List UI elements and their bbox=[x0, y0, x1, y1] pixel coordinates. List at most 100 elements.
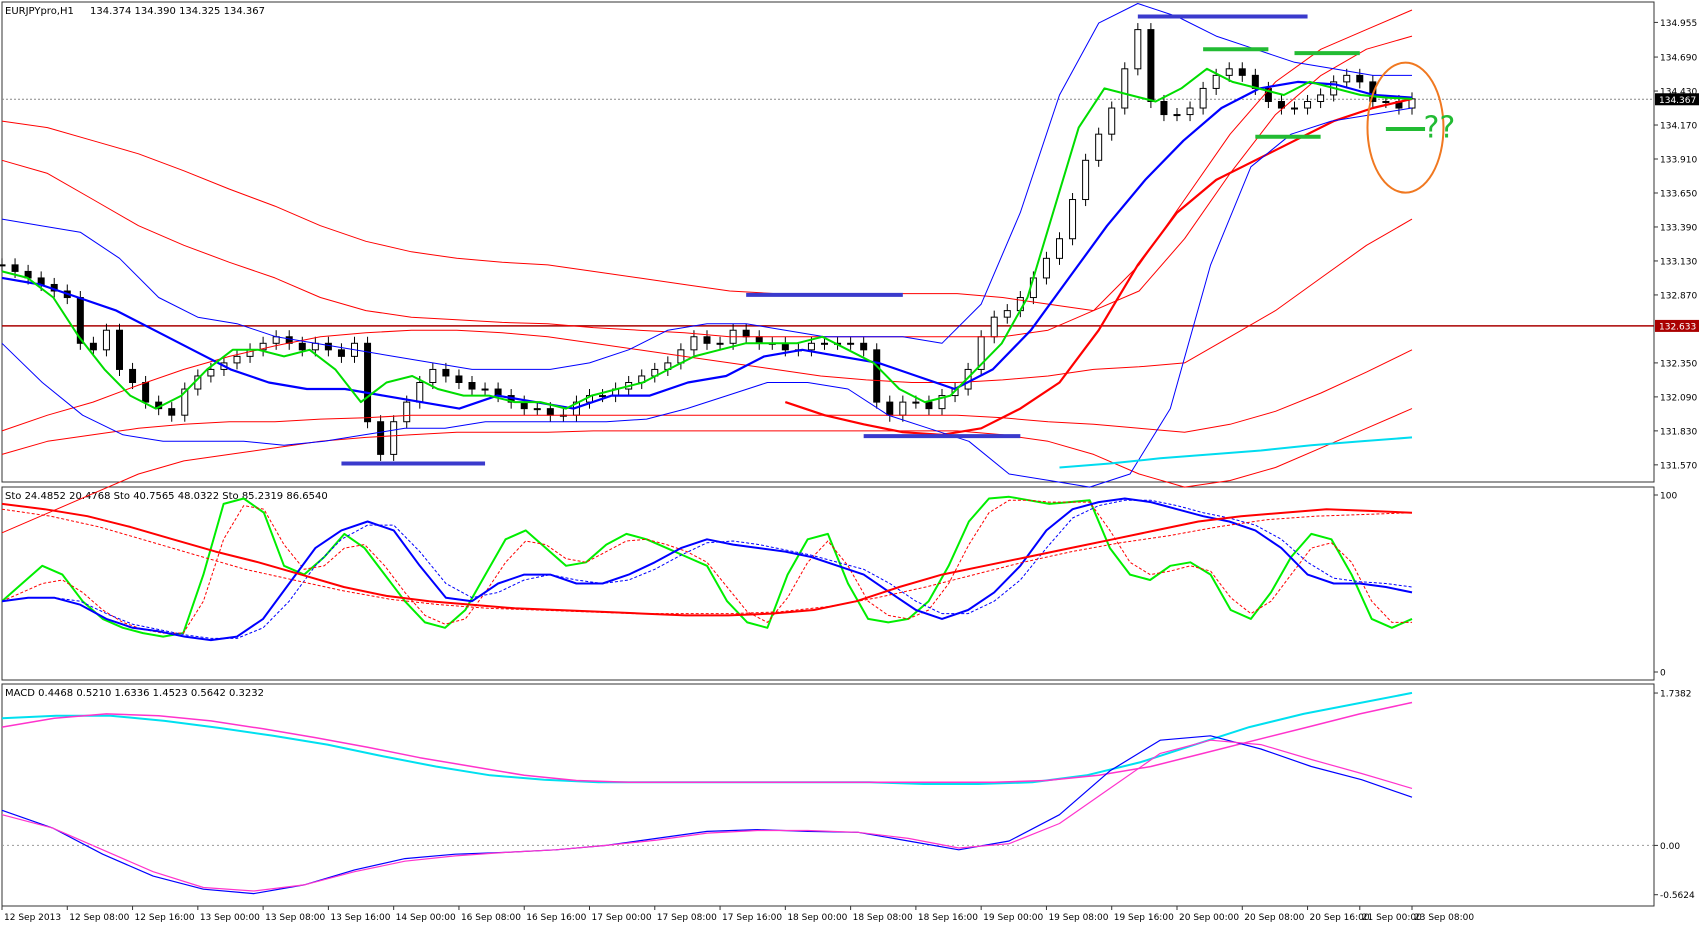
candle-body bbox=[1212, 74, 1220, 89]
x-tick-label: 20 Sep 00:00 bbox=[1179, 913, 1239, 923]
candle-body bbox=[912, 401, 920, 404]
candle-body bbox=[142, 382, 150, 403]
candle-body bbox=[1095, 133, 1103, 161]
series-line bbox=[1059, 436, 1413, 469]
series-line bbox=[1, 497, 1413, 642]
ohlc-readout: 134.374 134.390 134.325 134.367 bbox=[90, 6, 265, 17]
candle-body bbox=[1108, 107, 1116, 135]
y-tick-label: 134.170 bbox=[1660, 122, 1697, 132]
candle-body bbox=[1042, 257, 1050, 279]
series-line bbox=[1, 35, 1413, 312]
x-tick-label: 19 Sep 08:00 bbox=[1048, 913, 1108, 923]
candle-body bbox=[1343, 74, 1351, 83]
candle-body bbox=[860, 342, 868, 351]
price-panel: EURJPYpro,H1 134.374 134.390 134.325 134… bbox=[1, 1, 1655, 483]
candle-body bbox=[324, 342, 332, 351]
x-tick-label: 17 Sep 08:00 bbox=[657, 913, 717, 923]
y-tick-label: -0.5624 bbox=[1660, 891, 1695, 901]
current-price-label: 134.367 bbox=[1659, 96, 1696, 106]
candle-body bbox=[990, 316, 998, 338]
series-line bbox=[1, 67, 1413, 410]
candle-body bbox=[494, 388, 502, 397]
candle-body bbox=[1134, 29, 1142, 70]
candle-body bbox=[1082, 159, 1090, 201]
x-tick-label: 18 Sep 16:00 bbox=[918, 913, 978, 923]
candle-body bbox=[690, 336, 698, 351]
x-tick-label: 13 Sep 08:00 bbox=[265, 913, 325, 923]
series-line bbox=[1, 735, 1413, 895]
macd-panel-frame bbox=[1, 683, 1655, 907]
candle-body bbox=[742, 329, 750, 338]
candle-body bbox=[337, 349, 345, 357]
y-tick-label: 134.430 bbox=[1660, 88, 1697, 98]
current-price-tag bbox=[1655, 93, 1699, 106]
candle-body bbox=[1356, 74, 1364, 83]
series-line bbox=[1, 107, 1413, 488]
x-tick-label: 19 Sep 00:00 bbox=[983, 913, 1043, 923]
series-line bbox=[1, 502, 1413, 617]
series-line bbox=[1, 408, 1413, 534]
macd-panel: MACD 0.4468 0.5210 1.6336 1.4523 0.5642 … bbox=[1, 683, 1655, 907]
level-price-tag bbox=[1655, 319, 1699, 332]
candle-body bbox=[1173, 114, 1181, 117]
stochastic-panel-frame bbox=[1, 486, 1655, 681]
candle-body bbox=[364, 342, 372, 423]
candle-body bbox=[181, 388, 189, 416]
y-tick-label: 133.130 bbox=[1660, 257, 1697, 267]
y-tick-label: 132.350 bbox=[1660, 359, 1697, 369]
candle-body bbox=[1069, 199, 1077, 240]
series-line bbox=[1, 80, 1413, 410]
candle-body bbox=[468, 382, 476, 390]
y-tick-label: 132.090 bbox=[1660, 393, 1697, 403]
y-tick-label: 131.570 bbox=[1660, 461, 1697, 471]
series-line bbox=[1, 508, 1413, 615]
candle-body bbox=[1160, 100, 1168, 116]
stochastic-panel: Sto 24.4852 20.4768 Sto 40.7565 48.0322 … bbox=[1, 486, 1655, 681]
candle-body bbox=[599, 395, 607, 398]
series-line bbox=[1, 349, 1413, 455]
candle-body bbox=[403, 401, 411, 423]
candle-body bbox=[873, 349, 881, 403]
candle-body bbox=[938, 395, 946, 410]
candle-body bbox=[0, 264, 6, 267]
x-tick-label: 23 Sep 08:00 bbox=[1414, 913, 1474, 923]
candle-body bbox=[703, 336, 711, 344]
x-tick-label: 12 Sep 2013 bbox=[4, 913, 61, 923]
macd-panel-title: MACD 0.4468 0.5210 1.6336 1.4523 0.5642 … bbox=[5, 688, 264, 699]
candle-body bbox=[455, 375, 463, 384]
x-tick-label: 20 Sep 08:00 bbox=[1244, 913, 1304, 923]
series-line bbox=[1, 495, 1413, 638]
x-tick-label: 12 Sep 16:00 bbox=[135, 913, 195, 923]
candle-body bbox=[1147, 29, 1155, 102]
candle-body bbox=[1317, 94, 1325, 102]
candle-body bbox=[1121, 68, 1129, 109]
candle-body bbox=[1225, 68, 1233, 76]
candle-body bbox=[1382, 100, 1390, 103]
question-annotation: ?? bbox=[1423, 111, 1455, 146]
x-tick-label: 19 Sep 16:00 bbox=[1114, 913, 1174, 923]
x-tick-label: 12 Sep 08:00 bbox=[69, 913, 129, 923]
y-tick-label: 133.650 bbox=[1660, 189, 1697, 199]
x-tick-label: 17 Sep 00:00 bbox=[592, 913, 652, 923]
candle-body bbox=[1056, 238, 1063, 259]
y-tick-label: 0 bbox=[1660, 669, 1666, 679]
candle-body bbox=[1264, 87, 1272, 102]
series-line bbox=[1, 499, 1413, 639]
series-line bbox=[1, 739, 1413, 892]
candle-body bbox=[807, 342, 815, 351]
candle-body bbox=[1199, 87, 1207, 109]
candle-body bbox=[886, 401, 894, 416]
candle-body bbox=[964, 368, 972, 390]
candle-body bbox=[481, 388, 489, 391]
candle-body bbox=[1291, 107, 1298, 110]
y-tick-label: 134.690 bbox=[1660, 54, 1697, 64]
series-line bbox=[1, 9, 1413, 338]
series-line bbox=[1, 499, 1412, 634]
candle-body bbox=[11, 264, 19, 272]
candle-body bbox=[899, 401, 907, 416]
y-tick-label: 131.830 bbox=[1660, 427, 1697, 437]
candle-body bbox=[168, 408, 176, 416]
candle-body bbox=[259, 342, 267, 351]
